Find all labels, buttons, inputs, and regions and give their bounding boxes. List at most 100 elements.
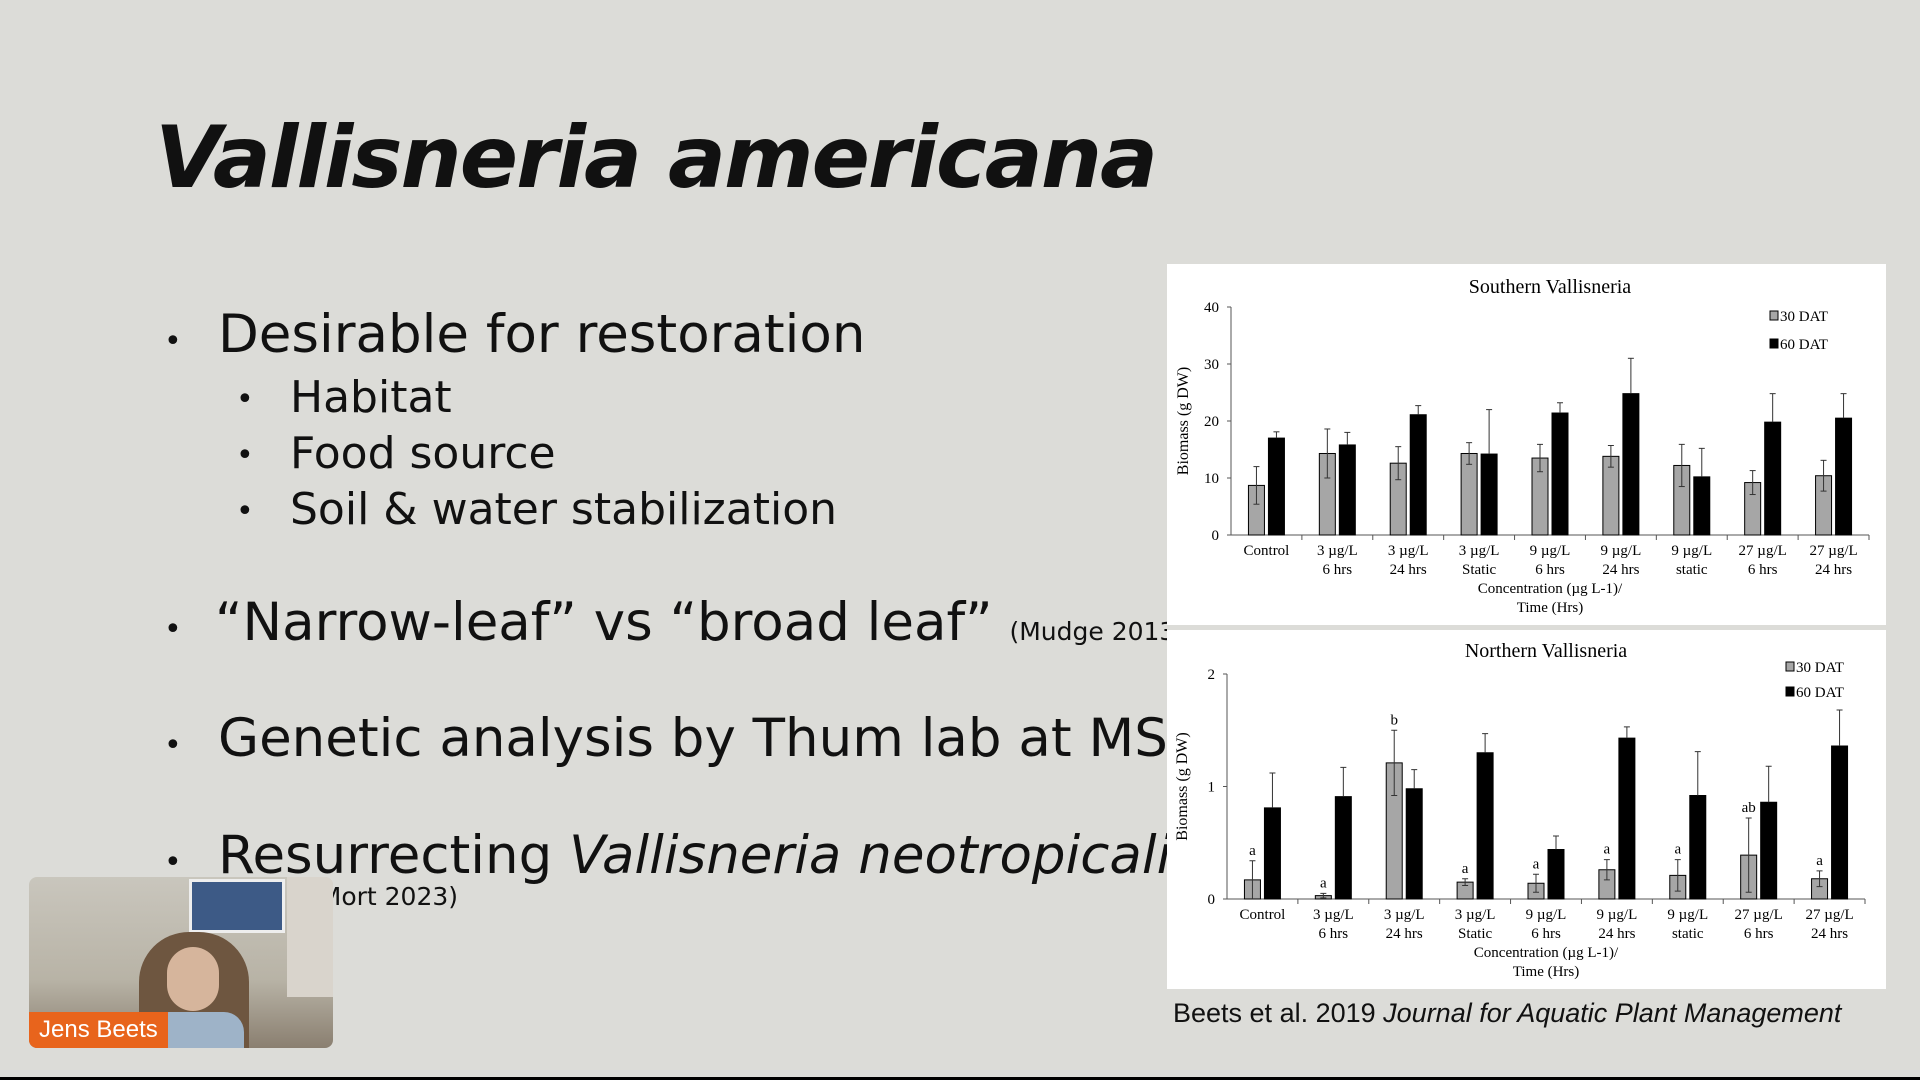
caption-authors: Beets et al. 2019 bbox=[1173, 998, 1384, 1028]
sub-bullet-habitat: Habitat bbox=[290, 372, 452, 423]
bar-60-dat bbox=[1480, 453, 1498, 536]
bar-60-dat bbox=[1547, 849, 1565, 900]
legend-label: 30 DAT bbox=[1796, 660, 1844, 676]
y-axis-label: Biomass (g DW) bbox=[1175, 367, 1192, 475]
figure-caption: Beets et al. 2019 Journal for Aquatic Pl… bbox=[1173, 998, 1841, 1029]
x-tick-label: 9 µg/L bbox=[1671, 543, 1712, 559]
bullet-dot: • bbox=[236, 382, 254, 417]
sub-bullet-food: Food source bbox=[290, 428, 556, 479]
bar-60-dat bbox=[1551, 412, 1569, 536]
x-tick-label: 9 µg/L bbox=[1601, 543, 1642, 559]
legend-swatch bbox=[1785, 686, 1795, 697]
x-tick-label: 9 µg/L bbox=[1597, 907, 1638, 923]
bar-60-dat bbox=[1689, 795, 1707, 900]
x-axis-label: Time (Hrs) bbox=[1517, 600, 1584, 616]
bar-60-dat bbox=[1831, 745, 1849, 900]
bar-60-dat bbox=[1338, 444, 1356, 536]
y-tick-label: 0 bbox=[1212, 528, 1220, 544]
bar-30-dat bbox=[1602, 455, 1620, 536]
figure-panel: Southern Vallisneria 0 10 20 30 40 Biomass (g … bbox=[1167, 264, 1886, 989]
bar-60-dat bbox=[1409, 414, 1427, 536]
bullet-genetic: Genetic analysis by Thum lab at MSU bbox=[218, 708, 1207, 769]
participant-name-tag: Jens Beets bbox=[29, 1012, 168, 1048]
significance-letter: a bbox=[1674, 842, 1681, 858]
y-tick-label: 20 bbox=[1204, 414, 1219, 430]
x-tick-label: 24 hrs bbox=[1598, 926, 1635, 942]
bar-30-dat bbox=[1460, 452, 1478, 536]
bar-60-dat bbox=[1476, 752, 1494, 900]
significance-letter: a bbox=[1462, 861, 1469, 877]
x-tick-label: 6 hrs bbox=[1323, 562, 1353, 578]
bullet-dot: • bbox=[164, 845, 182, 880]
x-tick-label: Control bbox=[1240, 907, 1286, 923]
legend-label: 30 DAT bbox=[1780, 309, 1828, 325]
x-tick-label: 3 µg/L bbox=[1384, 907, 1425, 923]
slide-title: Vallisneria americana bbox=[155, 108, 1158, 208]
x-axis-label: Concentration (µg L-1)/ bbox=[1474, 945, 1619, 961]
bar-60-dat bbox=[1334, 796, 1352, 900]
bar-60-dat bbox=[1405, 788, 1423, 900]
poster-chart bbox=[287, 877, 333, 997]
bullet-dot: • bbox=[236, 438, 254, 473]
x-tick-label: 6 hrs bbox=[1531, 926, 1561, 942]
x-tick-label: 27 µg/L bbox=[1809, 543, 1857, 559]
significance-letter: ab bbox=[1742, 800, 1756, 816]
bullet-resurrecting: Resurrecting Vallisneria neotropicalis bbox=[218, 825, 1199, 886]
x-tick-label: 3 µg/L bbox=[1317, 543, 1358, 559]
significance-letter: a bbox=[1816, 853, 1823, 869]
x-tick-label: 24 hrs bbox=[1390, 562, 1427, 578]
x-tick-label: Static bbox=[1462, 562, 1497, 578]
chart-northern: Northern Vallisneria 0 1 2 Biomass (g DW) Con… bbox=[1174, 640, 1866, 980]
x-tick-label: 3 µg/L bbox=[1455, 907, 1496, 923]
citation-mudge: (Mudge 2013) bbox=[1009, 617, 1186, 646]
figure-divider bbox=[1167, 625, 1886, 630]
x-tick-label: 3 µg/L bbox=[1388, 543, 1429, 559]
legend-swatch bbox=[1785, 661, 1795, 672]
chart-southern: Southern Vallisneria 0 10 20 30 40 Biomass (g … bbox=[1175, 276, 1870, 616]
legend-swatch bbox=[1769, 338, 1779, 349]
bar-60-dat bbox=[1263, 807, 1281, 900]
legend-label: 60 DAT bbox=[1780, 337, 1828, 353]
speaker-face bbox=[167, 947, 219, 1011]
bullet-dot: • bbox=[236, 494, 254, 529]
x-tick-label: 24 hrs bbox=[1386, 926, 1423, 942]
bullet-resurrecting-text: Resurrecting bbox=[218, 825, 570, 886]
y-tick-label: 40 bbox=[1204, 300, 1219, 316]
significance-letter: a bbox=[1604, 842, 1611, 858]
x-tick-label: 27 µg/L bbox=[1735, 907, 1783, 923]
webcam-video[interactable]: Jens Beets bbox=[29, 877, 333, 1048]
x-axis-label: Concentration (µg L-1)/ bbox=[1478, 581, 1623, 597]
bar-60-dat bbox=[1618, 737, 1636, 900]
y-tick-label: 10 bbox=[1204, 471, 1219, 487]
y-axis-label: Biomass (g DW) bbox=[1174, 732, 1191, 840]
y-tick-label: 1 bbox=[1208, 780, 1216, 796]
x-tick-label: 6 hrs bbox=[1535, 562, 1565, 578]
citation-mort: (Mort 2023) bbox=[310, 882, 459, 911]
chart-title: Southern Vallisneria bbox=[1469, 276, 1632, 298]
x-tick-label: 3 µg/L bbox=[1459, 543, 1500, 559]
x-tick-label: 27 µg/L bbox=[1805, 907, 1853, 923]
bar-60-dat bbox=[1835, 417, 1853, 536]
bar-60-dat bbox=[1760, 801, 1778, 900]
y-tick-label: 30 bbox=[1204, 357, 1219, 373]
significance-letter: a bbox=[1320, 875, 1327, 891]
y-tick-label: 2 bbox=[1208, 667, 1216, 683]
legend-label: 60 DAT bbox=[1796, 685, 1844, 701]
bar-60-dat bbox=[1267, 437, 1285, 536]
x-tick-label: 9 µg/L bbox=[1667, 907, 1708, 923]
poster-picture bbox=[189, 879, 285, 933]
bar-60-dat bbox=[1693, 476, 1711, 536]
bullet-dot: • bbox=[164, 324, 182, 359]
chart-title: Northern Vallisneria bbox=[1465, 640, 1627, 662]
bullet-leaf-text: “Narrow-leaf” vs “broad leaf” bbox=[215, 592, 993, 653]
y-tick-label: 0 bbox=[1208, 892, 1216, 908]
x-tick-label: static bbox=[1672, 926, 1704, 942]
significance-letter: a bbox=[1533, 856, 1540, 872]
significance-letter: b bbox=[1390, 712, 1398, 728]
bar-60-dat bbox=[1764, 421, 1782, 536]
x-tick-label: 9 µg/L bbox=[1526, 907, 1567, 923]
caption-journal: Journal for Aquatic Plant Management bbox=[1383, 998, 1842, 1028]
x-tick-label: 3 µg/L bbox=[1313, 907, 1354, 923]
x-tick-label: 6 hrs bbox=[1744, 926, 1774, 942]
bullet-dot: • bbox=[164, 728, 182, 763]
